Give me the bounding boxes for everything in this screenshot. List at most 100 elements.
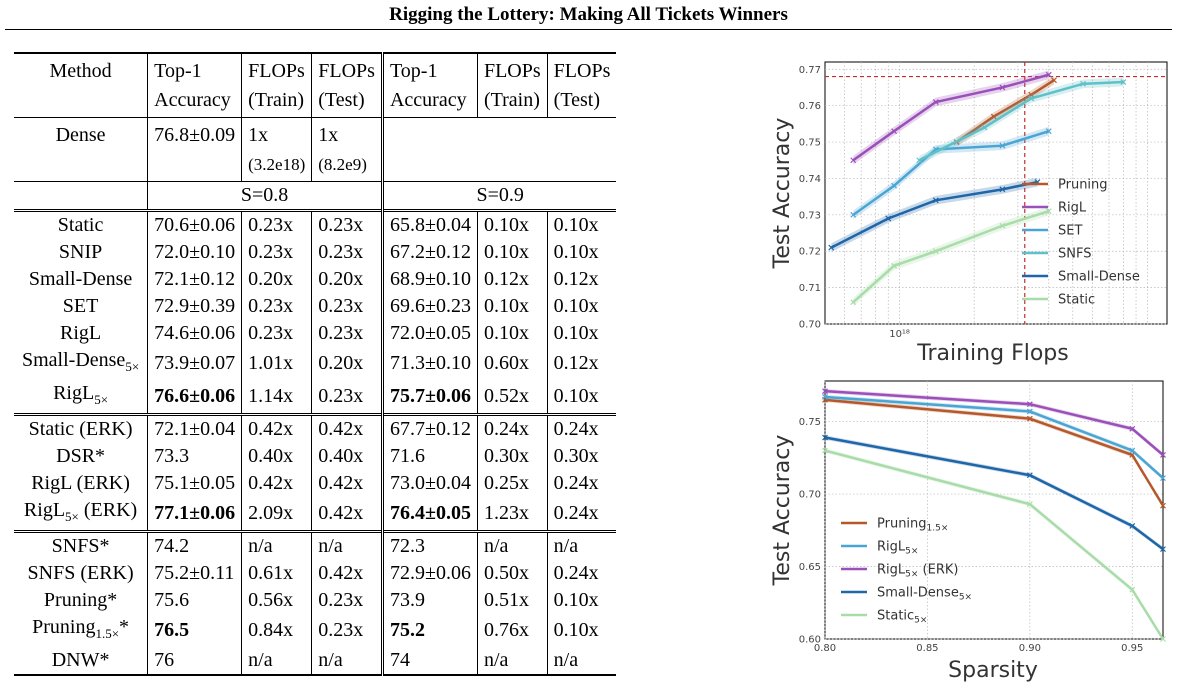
value-cell: 0.12x — [546, 266, 617, 293]
table-row: Small-Dense5× 73.9±0.07 1.01x 0.20x 71.3±0.1… — [14, 347, 617, 380]
marker-stroke — [932, 146, 939, 153]
data-point-marker — [1129, 586, 1136, 593]
y-tick-label: 0.65 — [799, 562, 821, 573]
cell-value: 0.24x — [553, 502, 599, 524]
marker-stroke — [1026, 472, 1033, 479]
marker-stroke — [891, 128, 897, 135]
value-cell: 72.3 — [380, 530, 478, 560]
cell-value: 75.7±0.06 — [389, 385, 471, 407]
cell-value: 76.6±0.06 — [154, 385, 236, 407]
title-rule — [5, 29, 1172, 30]
value-cell: 0.23x — [241, 293, 312, 320]
method-cell: RigL5× (ERK) — [14, 497, 148, 532]
marker-stroke — [822, 447, 828, 454]
cell-value: 0.10x — [553, 385, 599, 407]
cell-value: 72.3 — [389, 535, 425, 557]
marker-stroke — [999, 186, 1006, 193]
method-name: SNIP — [58, 241, 103, 263]
cell-value: 0.20x — [248, 268, 294, 290]
legend-label: Small-Dense5× — [877, 586, 972, 603]
method-name: SNFS* — [51, 535, 110, 557]
header-text: FLOPs — [483, 60, 541, 82]
value-cell: 69.6±0.23 — [380, 293, 478, 320]
marker-stroke — [891, 262, 897, 269]
value-cell: n/a — [476, 530, 548, 560]
cell-value: 0.84x — [248, 619, 294, 641]
value-cell: 0.56x — [241, 587, 312, 614]
method-name: Pruning — [32, 616, 96, 638]
value-cell: n/a — [241, 530, 312, 560]
legend-subscript: 5× — [914, 616, 927, 626]
value-cell: 72.9±0.06 — [380, 560, 478, 587]
data-point-marker — [1160, 502, 1166, 509]
method-cell: RigL (ERK) — [14, 470, 148, 497]
cell-value: 72.9±0.39 — [154, 295, 236, 317]
cell-value: n/a — [248, 535, 273, 557]
value-cell: 0.30x — [546, 443, 617, 470]
table-row: SNFS* 74.2 n/a n/a 72.3 n/a n/a — [14, 530, 617, 560]
data-point-marker — [891, 182, 897, 189]
cell-value: 75.2 — [389, 619, 425, 641]
value-cell: 0.25x — [476, 470, 548, 497]
data-point-marker — [1129, 425, 1136, 432]
cell-value: 74.6±0.06 — [154, 322, 236, 344]
value-cell: 67.2±0.12 — [380, 239, 478, 266]
value-cell: 0.24x — [476, 413, 548, 443]
cell-value: 0.51x — [483, 589, 529, 611]
value-cell: 0.23x — [311, 614, 383, 647]
y-tick-label: 0.72 — [799, 247, 821, 258]
marker-stroke — [1129, 586, 1136, 593]
cell-value: 0.76x — [483, 619, 529, 641]
data-point-marker — [981, 124, 988, 131]
header-text: Accuracy — [389, 89, 467, 111]
marker-stroke — [1026, 408, 1033, 415]
series-line — [824, 436, 1164, 551]
method-cell: RigL5× — [14, 380, 148, 415]
page-title: Rigging the Lottery: Making All Tickets … — [389, 4, 788, 25]
method-name: RigL — [23, 499, 66, 521]
value-cell: 73.0±0.04 — [380, 470, 478, 497]
series-band — [831, 177, 1038, 252]
marker-stroke — [822, 394, 828, 400]
cell-value: 71.3±0.10 — [389, 352, 471, 374]
series-line — [824, 389, 1164, 456]
header-method: Method — [14, 52, 148, 118]
legend-subscript: 5× — [905, 570, 918, 580]
value-cell: 0.20x — [241, 266, 312, 293]
data-point-marker — [822, 434, 828, 441]
value-cell: 0.10x — [546, 239, 617, 266]
value-cell: 74.2 — [147, 530, 242, 560]
data-point-marker — [932, 99, 939, 105]
value-cell: 0.42x — [241, 413, 312, 443]
cell-value: 76.4±0.05 — [389, 502, 471, 524]
sparsity-label-08: S=0.8 — [147, 181, 383, 211]
series-band — [919, 77, 1124, 165]
cell-value: 71.6 — [389, 445, 425, 467]
cell-value: 0.25x — [483, 472, 529, 494]
data-point-marker — [1026, 472, 1033, 479]
y-tick-label: 0.77 — [799, 65, 821, 76]
data-point-marker — [891, 262, 897, 269]
cell-value: 1.14x — [248, 385, 294, 407]
header-text: Top-1 — [389, 60, 438, 82]
legend-label: SET — [1058, 224, 1082, 239]
cell-value: 68.9±0.10 — [389, 268, 471, 290]
header-top1-s09: Top-1 Accuracy — [380, 52, 478, 118]
cell-value: 1.23x — [483, 502, 529, 524]
header-flops-train-s09: FLOPs (Train) — [476, 52, 548, 118]
cell-value: 0.12x — [553, 352, 599, 374]
cell-value: n/a — [248, 649, 273, 671]
value-cell: 72.1±0.04 — [147, 413, 242, 443]
value-cell: 73.3 — [147, 443, 242, 470]
table-row: Pruning1.5×* 76.5 0.84x 0.23x 75.2 0.76x 0.10x — [14, 614, 617, 647]
legend-label: Small-Dense — [1058, 270, 1140, 285]
marker-stroke — [885, 215, 892, 222]
cell-value: 0.56x — [248, 589, 294, 611]
data-point-marker — [1045, 128, 1052, 135]
cell-value: 0.10x — [483, 322, 529, 344]
cell-value: 0.20x — [318, 268, 364, 290]
value-cell: 0.40x — [311, 443, 383, 470]
value-cell: 0.42x — [311, 560, 383, 587]
value-cell: 0.60x — [476, 347, 548, 380]
legend-subscript: 5× — [905, 547, 918, 557]
